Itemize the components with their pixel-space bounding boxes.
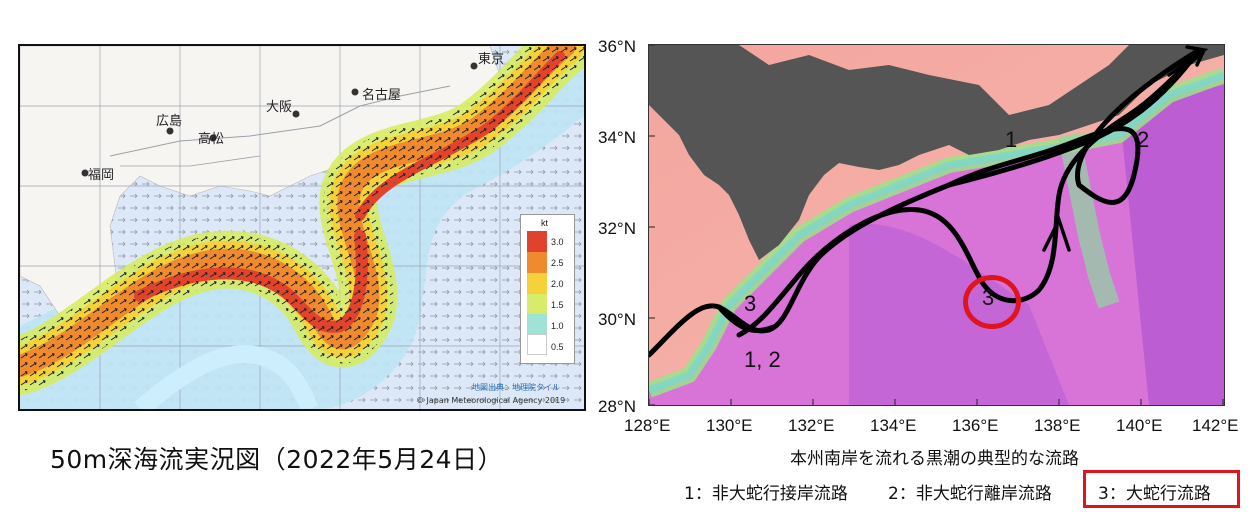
lat-label: 36°N: [598, 37, 636, 56]
kuroshio-path-map: 3 1 2 3 1, 2: [648, 44, 1225, 406]
colorbar-unit: kt: [541, 218, 549, 228]
lon-label: 138°E: [1034, 416, 1081, 435]
left-map-caption: 50m深海流実況図（2022年5月24日）: [50, 445, 504, 474]
colorbar-gradient: [527, 231, 547, 355]
lat-label: 28°N: [598, 397, 636, 416]
city-label-nagoya: 名古屋: [362, 88, 402, 103]
city-label-takamatsu: 高松: [198, 132, 225, 147]
colorbar-tick: 0.5: [551, 342, 564, 352]
lon-label: 140°E: [1116, 416, 1163, 435]
ocean-current-map: 東京 名古屋 大阪 広島 高松 福岡 kt 3.0 2.5 2.0 1.5 1.…: [18, 44, 586, 411]
lon-label: 130°E: [706, 416, 753, 435]
large-meander-highlight-circle: [963, 275, 1021, 329]
legend-highlight-box: [1083, 470, 1240, 508]
legend-item-1: 1：非大蛇行接岸流路: [684, 484, 848, 504]
path-label-1-2: 1, 2: [744, 347, 781, 372]
current-map-graphic: [20, 46, 584, 409]
colorbar-tick: 3.0: [551, 237, 564, 247]
lat-label: 34°N: [598, 128, 636, 147]
lon-label: 142°E: [1192, 416, 1239, 435]
colorbar-tick: 1.0: [551, 321, 564, 331]
colorbar-tick: 1.5: [551, 300, 564, 310]
city-label-hiroshima: 広島: [156, 114, 183, 129]
colorbar-tick: 2.0: [551, 279, 564, 289]
lon-label: 128°E: [624, 416, 671, 435]
path-label-1: 1: [1005, 127, 1018, 152]
colorbar-tick: 2.5: [551, 258, 564, 268]
lon-label: 134°E: [870, 416, 917, 435]
lon-label: 132°E: [788, 416, 835, 435]
path-label-2: 2: [1137, 127, 1150, 152]
legend-item-2: 2：非大蛇行離岸流路: [888, 484, 1052, 504]
city-label-osaka: 大阪: [266, 100, 293, 115]
lon-label: 136°E: [952, 416, 999, 435]
path-label-3-west: 3: [744, 291, 757, 316]
lat-label: 30°N: [598, 310, 636, 329]
city-label-fukuoka: 福岡: [88, 168, 115, 183]
kuroshio-path-graphic: [649, 45, 1224, 405]
speed-colorbar: kt 3.0 2.5 2.0 1.5 1.0 0.5: [520, 214, 575, 364]
agency-credit: © Japan Meteorological Agency 2019: [416, 396, 566, 405]
lat-label: 32°N: [598, 219, 636, 238]
right-map-title: 本州南岸を流れる黒潮の典型的な流路: [790, 449, 1079, 469]
city-label-tokyo: 東京: [478, 52, 505, 67]
path-label-3-circle: 3: [982, 285, 995, 310]
map-tile-credit: 地図出典：地理院タイル: [472, 383, 560, 392]
legend-item-3: 3：大蛇行流路: [1098, 484, 1211, 504]
